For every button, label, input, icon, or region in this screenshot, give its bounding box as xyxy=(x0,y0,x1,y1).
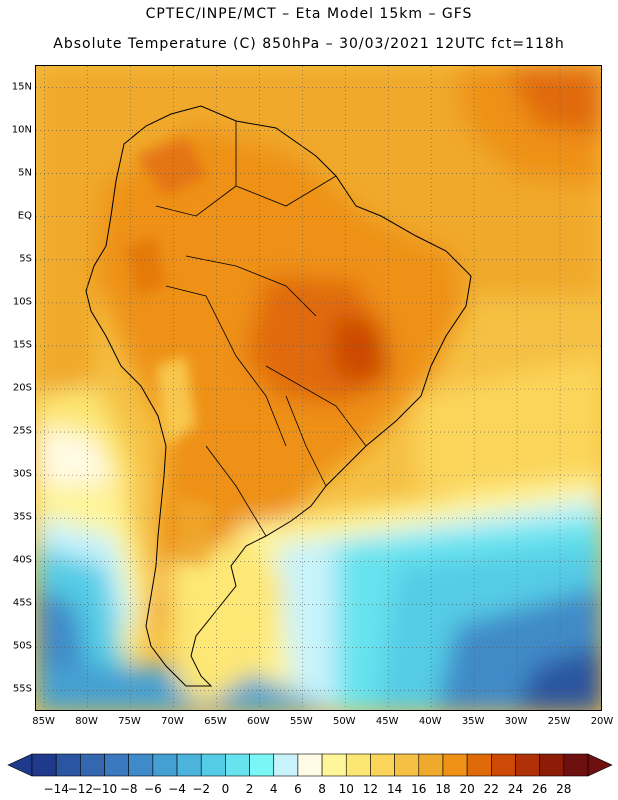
field-details xyxy=(126,136,216,566)
colorbar-label: −6 xyxy=(144,782,162,796)
colorbar-swatch xyxy=(345,753,371,777)
latitude-label: EQ xyxy=(17,210,32,222)
latitude-label: 10S xyxy=(12,296,32,308)
colorbar-swatch xyxy=(442,753,468,777)
colorbar-swatch xyxy=(31,753,57,777)
longitude-label: 25W xyxy=(547,716,571,727)
longitude-label: 80W xyxy=(75,716,98,727)
map-title: CPTEC/INPE/MCT – Eta Model 15km – GFS xyxy=(145,6,473,22)
colorbar-swatch xyxy=(176,753,202,777)
colorbar-swatch xyxy=(539,753,565,777)
temperature-map xyxy=(36,66,601,710)
latitude-label: 50S xyxy=(12,640,32,652)
longitude-label: 35W xyxy=(461,716,485,727)
longitude-label: 40W xyxy=(418,716,442,727)
longitude-label: 65W xyxy=(204,716,227,727)
graticule xyxy=(36,66,601,710)
colorbar-label: −8 xyxy=(119,782,138,796)
colorbar-label: 26 xyxy=(532,782,548,796)
latitude-label: 5N xyxy=(18,167,32,179)
colorbar-label: 12 xyxy=(362,782,379,796)
temperature-field xyxy=(36,66,601,710)
latitude-label: 35S xyxy=(12,511,32,523)
colorbar-swatch xyxy=(370,753,395,777)
colorbar-label: −12 xyxy=(67,782,94,796)
colorbar-swatch xyxy=(297,753,323,777)
colorbar-label: −2 xyxy=(192,782,211,796)
colorbar-label: 28 xyxy=(556,782,572,796)
longitude-label: 30W xyxy=(504,716,528,727)
colorbar-label: 2 xyxy=(245,782,254,796)
country-borders xyxy=(155,121,367,537)
longitude-label: 70W xyxy=(161,716,184,727)
longitude-label: 85W xyxy=(32,716,55,727)
color-scale-bar xyxy=(7,753,613,777)
colorbar-label: 8 xyxy=(318,782,326,796)
colorbar-label: −4 xyxy=(168,782,186,796)
colorbar-swatch xyxy=(273,753,299,777)
colorbar-label: 4 xyxy=(269,782,278,796)
colorbar-swatch xyxy=(128,753,154,777)
map-panel xyxy=(35,65,602,711)
latitude-label: 45S xyxy=(12,597,32,609)
colorbar-swatch xyxy=(104,753,129,777)
latitude-label: 10N xyxy=(11,124,32,136)
colorbar-swatch xyxy=(55,753,81,777)
colorbar-label: 20 xyxy=(459,782,475,796)
colorbar-arrow-low xyxy=(7,753,33,777)
colorbar-label: 6 xyxy=(294,782,302,796)
longitude-label: 45W xyxy=(375,716,399,727)
longitude-label: 55W xyxy=(290,716,313,727)
map-subtitle: Absolute Temperature (C) 850hPa – 30/03/… xyxy=(53,36,565,52)
colorbar-swatch xyxy=(249,753,275,777)
colorbar-swatch xyxy=(80,753,105,777)
latitude-label: 20S xyxy=(12,382,32,394)
colorbar-label: −10 xyxy=(91,782,118,796)
colorbar-label: −14 xyxy=(43,782,69,796)
color-scale-swatches xyxy=(7,753,613,777)
colorbar-swatch xyxy=(321,753,347,777)
longitude-label: 60W xyxy=(247,716,270,727)
latitude-label: 5S xyxy=(19,253,32,265)
colorbar-label: 24 xyxy=(507,782,524,796)
latitude-label: 40S xyxy=(12,554,32,566)
longitude-label: 20W xyxy=(590,716,614,727)
colorbar-label: 14 xyxy=(386,782,403,796)
colorbar-swatch xyxy=(200,753,226,777)
latitude-label: 25S xyxy=(12,425,32,437)
latitude-label: 55S xyxy=(12,683,32,695)
longitude-label: 50W xyxy=(332,716,356,727)
continent-outline xyxy=(85,105,472,687)
latitude-label: 15S xyxy=(12,339,32,351)
colorbar-swatch xyxy=(515,753,540,777)
colorbar-label: 22 xyxy=(483,782,499,796)
colorbar-arrow-high xyxy=(587,753,613,777)
colorbar-label: 18 xyxy=(435,782,451,796)
colorbar-swatch xyxy=(152,753,178,777)
colorbar-swatch xyxy=(491,753,516,777)
colorbar-label: 10 xyxy=(338,782,354,796)
colorbar-swatch xyxy=(466,753,492,777)
colorbar-swatch xyxy=(418,753,444,777)
longitude-label: 75W xyxy=(118,716,141,727)
colorbar-label: 0 xyxy=(221,782,230,796)
latitude-label: 15N xyxy=(11,81,32,93)
colorbar-swatch xyxy=(394,753,420,777)
colorbar-swatch xyxy=(563,753,589,777)
colorbar-swatch xyxy=(225,753,250,777)
colorbar-label: 16 xyxy=(411,782,427,796)
latitude-label: 30S xyxy=(12,468,32,480)
